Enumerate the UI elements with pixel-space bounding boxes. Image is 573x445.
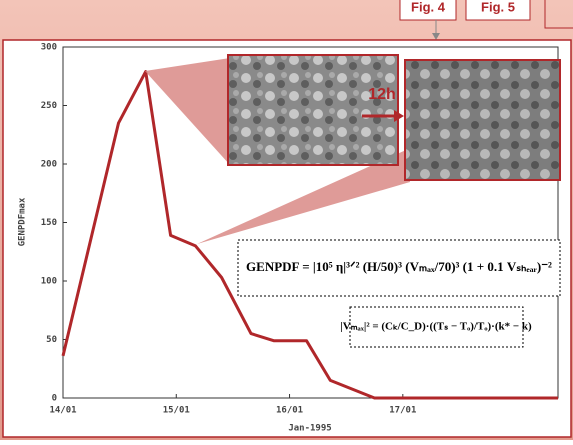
- x-tick-label: 15/01: [163, 406, 190, 416]
- satellite-image: [228, 55, 398, 165]
- formula: GENPDF = |10⁵ η|³ᐟ² (H/50)³ (Vₘₐₓ/70)³ (…: [246, 259, 552, 274]
- y-tick-label: 300: [41, 43, 57, 53]
- fig-label[interactable]: Fig. 5: [481, 0, 515, 14]
- y-tick-label: 50: [46, 335, 57, 345]
- y-axis-label: GENPDFmax: [18, 197, 28, 246]
- x-axis-label: Jan-1995: [288, 424, 331, 434]
- interval-label: 12h: [368, 86, 396, 103]
- satellite-image: [405, 60, 560, 180]
- slide: Fig. 4 Fig. 5 GENPDFmax Jan-1995 0 50 100 1…: [0, 0, 573, 440]
- page: Fig. 4 Fig. 5 GENPDFmax Jan-1995 0 50 100 1…: [0, 0, 573, 440]
- x-tick-label: 17/01: [389, 406, 416, 416]
- y-tick-label: 250: [41, 101, 57, 111]
- y-tick-label: 200: [41, 160, 57, 170]
- fig-label[interactable]: Fig. 4: [411, 0, 446, 14]
- y-tick-label: 0: [52, 394, 57, 404]
- x-tick-label: 16/01: [276, 406, 303, 416]
- formula: |Vₘₐₓ|² = (Cₖ/C_D)·((Tₛ − Tₒ)/Tₒ)·(k* − …: [340, 321, 532, 333]
- y-tick-label: 100: [41, 277, 57, 287]
- y-tick-label: 150: [41, 218, 57, 228]
- x-tick-label: 14/01: [49, 406, 76, 416]
